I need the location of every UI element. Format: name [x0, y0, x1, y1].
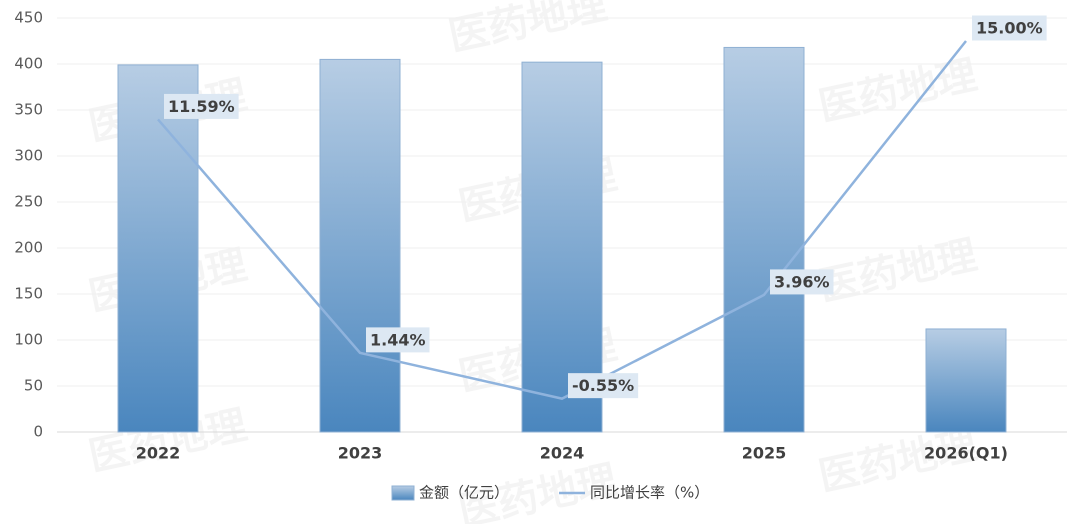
legend-swatch [391, 485, 415, 501]
line [157, 40, 967, 400]
y-tick-label: 200 [14, 239, 43, 257]
data-label: 3.96% [774, 272, 830, 291]
data-label: 15.00% [976, 19, 1043, 38]
y-tick-label: 150 [14, 285, 43, 303]
y-tick-label: 0 [33, 423, 43, 441]
y-tick-label: 350 [14, 101, 43, 119]
data-label-box [568, 373, 639, 399]
bar [723, 46, 805, 433]
data-label: 11.59% [168, 97, 235, 116]
data-label: -0.55% [572, 376, 634, 395]
data-label-box [972, 15, 1047, 41]
data-label: 1.44% [370, 330, 426, 349]
x-tick-label: 2023 [338, 444, 383, 463]
watermark: 医药地理 [815, 232, 981, 310]
data-label-box [164, 93, 239, 119]
legend-label: 同比增长率（%） [590, 484, 709, 502]
legend-label: 金额（亿元） [419, 484, 509, 502]
y-tick-label: 50 [24, 377, 43, 395]
bar [117, 64, 199, 433]
y-tick-label: 250 [14, 193, 43, 211]
bar [319, 58, 401, 433]
y-tick-label: 450 [14, 9, 43, 27]
y-tick-label: 400 [14, 55, 43, 73]
x-tick-label: 2024 [540, 444, 585, 463]
x-tick-label: 2026(Q1) [924, 444, 1008, 463]
y-tick-label: 300 [14, 147, 43, 165]
data-label-box [770, 269, 834, 295]
x-tick-label: 2025 [742, 444, 787, 463]
y-tick-label: 100 [14, 331, 43, 349]
watermark: 医药地理 [445, 0, 611, 61]
bar [925, 328, 1007, 433]
x-tick-label: 2022 [136, 444, 181, 463]
data-label-box [366, 327, 430, 353]
bar [521, 61, 603, 433]
